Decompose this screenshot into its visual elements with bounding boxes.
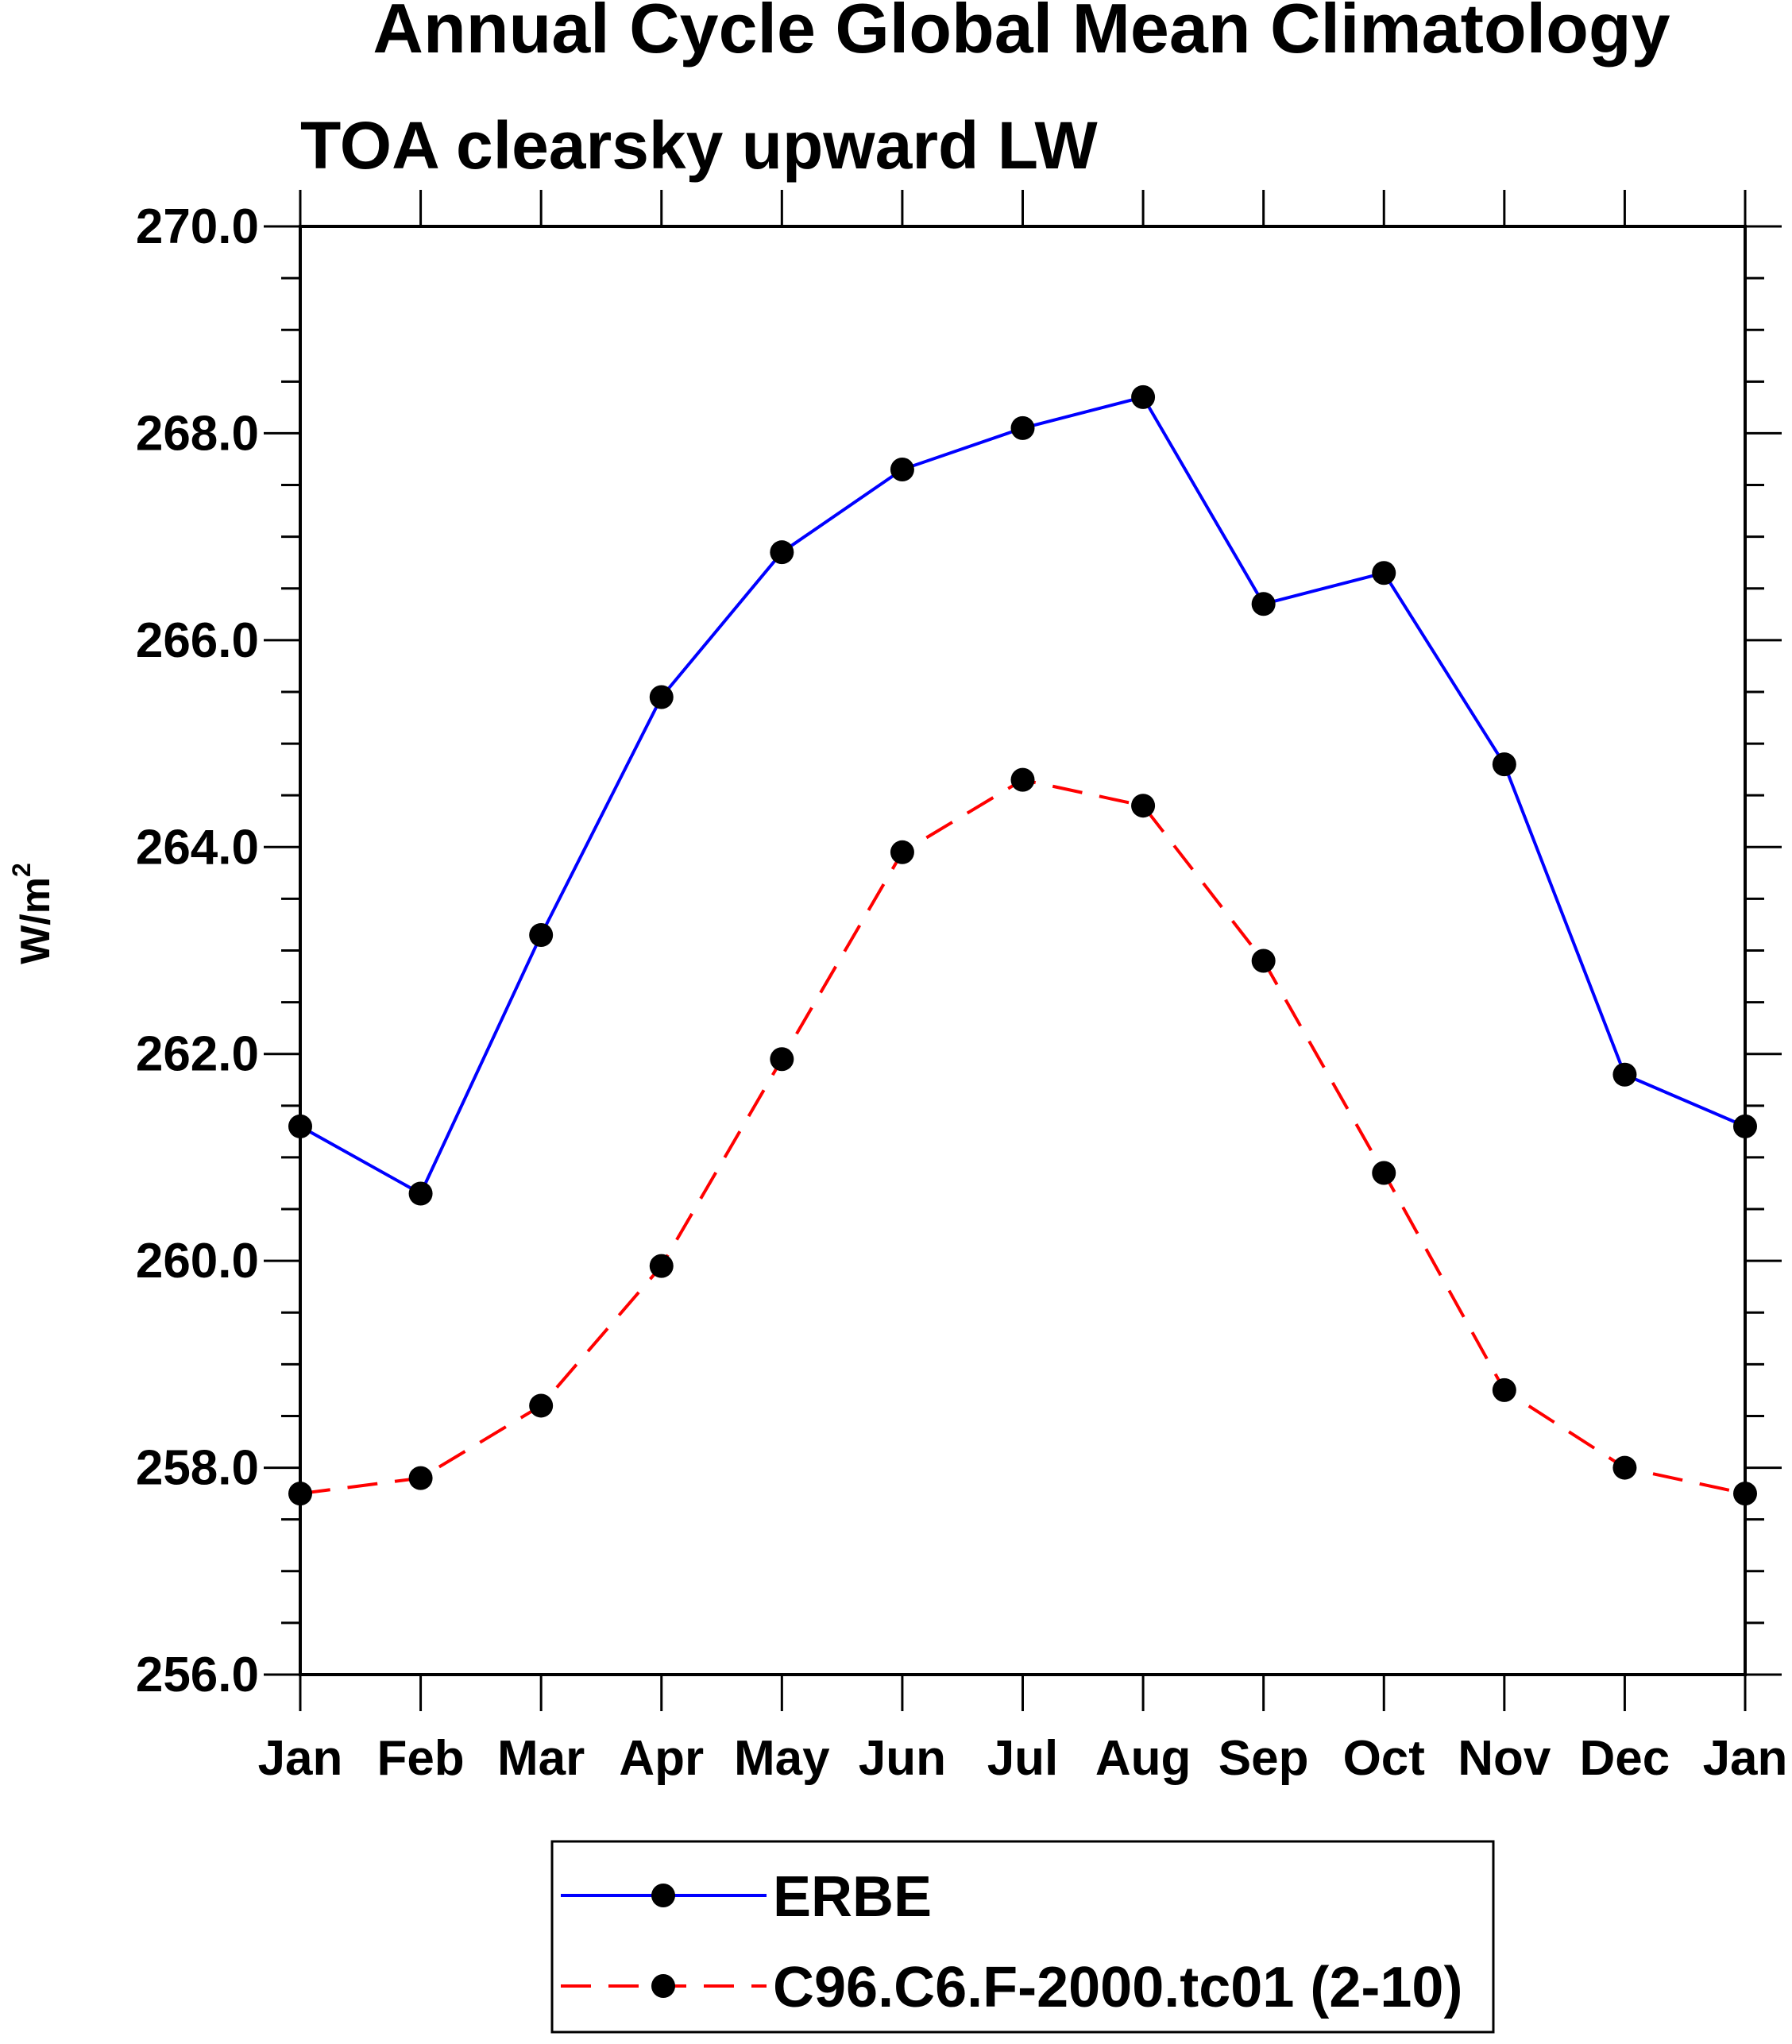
x-tick-label: Oct <box>1343 1731 1425 1786</box>
series-1-point <box>1251 592 1276 616</box>
y-tick-label: 258.0 <box>136 1441 259 1496</box>
series-2-point <box>1492 1377 1516 1402</box>
series-1-point <box>529 922 554 947</box>
series-2-point <box>1612 1455 1637 1480</box>
series-line-2 <box>299 778 1746 1496</box>
x-tick-label: Feb <box>377 1731 464 1786</box>
series-2-point <box>1372 1161 1396 1185</box>
y-tick-label: 270.0 <box>136 199 259 254</box>
x-tick-label: Apr <box>619 1731 704 1786</box>
series-2-point <box>288 1482 312 1506</box>
y-tick-label: 264.0 <box>136 820 259 875</box>
series-line-1 <box>299 395 1746 1196</box>
x-tick-label: Jan <box>258 1731 343 1786</box>
series-1-point <box>1492 752 1516 777</box>
x-tick-label: May <box>734 1731 830 1786</box>
series-2-point <box>1733 1482 1757 1506</box>
y-tick-label: 262.0 <box>136 1027 259 1082</box>
y-tick-label: 256.0 <box>136 1648 259 1702</box>
x-tick-label: Mar <box>497 1731 585 1786</box>
series-1-point <box>1010 415 1035 440</box>
series-2-point <box>408 1466 433 1490</box>
legend-marker-1 <box>651 1884 675 1907</box>
series-2-point <box>529 1393 554 1418</box>
series-1-point <box>1733 1114 1757 1138</box>
x-tick-label: Sep <box>1218 1731 1309 1786</box>
series-2-point <box>1010 767 1035 792</box>
chart-subtitle: TOA clearsky upward LW <box>300 108 1098 183</box>
series-1-point <box>649 685 674 709</box>
y-tick-label: 268.0 <box>136 406 259 461</box>
legend-marker-2 <box>651 1974 675 1998</box>
series-2-point <box>1131 794 1156 818</box>
x-tick-label: Nov <box>1458 1731 1551 1786</box>
series-2-point <box>649 1254 674 1278</box>
series-2-point <box>770 1047 794 1072</box>
series-1-point <box>1612 1062 1637 1087</box>
y-tick-label: 266.0 <box>136 613 259 668</box>
series-1-point <box>890 458 914 482</box>
series-2-point <box>1251 949 1276 973</box>
plot-frame <box>299 225 1747 1676</box>
y-axis-label: W/m2 <box>7 863 59 964</box>
x-tick-label: Jan <box>1703 1731 1788 1786</box>
chart-title: Annual Cycle Global Mean Climatology <box>373 0 1670 68</box>
series-1-point <box>1131 384 1156 409</box>
series-1-point <box>288 1114 312 1138</box>
series-1-point <box>1372 561 1396 585</box>
x-tick-label: Jul <box>987 1731 1059 1786</box>
legend-label-2: C96.C6.F-2000.tc01 (2-10) <box>773 1956 1462 2019</box>
series-1-point <box>408 1181 433 1206</box>
series-1-point <box>770 540 794 565</box>
y-tick-label: 260.0 <box>136 1234 259 1289</box>
series-2-point <box>890 840 914 864</box>
legend-label-1: ERBE <box>773 1865 932 1929</box>
x-tick-label: Aug <box>1095 1731 1191 1786</box>
legend: ERBE C96.C6.F-2000.tc01 (2-10) <box>550 1840 1495 2034</box>
legend-box <box>550 1840 1495 2034</box>
plot-area: 256.0 258.0 260.0 262.0 264.0 266.0 268.0 270.0… <box>136 190 1788 1786</box>
x-tick-label: Jun <box>859 1731 946 1786</box>
x-tick-label: Dec <box>1580 1731 1670 1786</box>
